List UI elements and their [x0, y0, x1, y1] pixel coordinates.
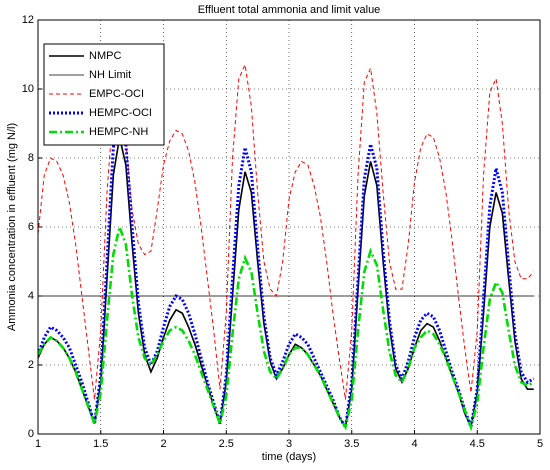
x-axis-label: time (days) — [262, 451, 316, 463]
legend-label: NH Limit — [89, 69, 131, 81]
y-tick-label: 6 — [28, 221, 34, 233]
y-tick-label: 10 — [22, 83, 34, 95]
y-tick-label: 2 — [28, 359, 34, 371]
legend-label: EMPC-OCI — [89, 88, 144, 100]
x-tick-label: 2.5 — [219, 438, 234, 450]
series-line — [38, 222, 535, 432]
x-tick-label: 4.5 — [470, 438, 485, 450]
chart-title: Effluent total ammonia and limit value — [198, 4, 381, 16]
y-axis-label: Ammonia concentration in effluent (mg N/… — [6, 123, 18, 331]
x-tick-label: 1.5 — [93, 438, 108, 450]
x-tick-label: 1 — [35, 438, 41, 450]
plot-frame — [37, 19, 541, 435]
legend-label: HEMPC-OCI — [89, 107, 152, 119]
y-tick-label: 4 — [28, 290, 34, 302]
x-tick-label: 3 — [286, 438, 292, 450]
y-tick-label: 8 — [28, 152, 34, 164]
y-tick-label: 0 — [28, 428, 34, 440]
x-tick-label: 4 — [411, 438, 417, 450]
legend-label: NMPC — [89, 50, 121, 62]
x-tick-label: 5 — [537, 438, 543, 450]
x-tick-label: 3.5 — [344, 438, 359, 450]
x-tick-label: 2 — [160, 438, 166, 450]
legend-label: HEMPC-NH — [89, 126, 148, 138]
y-tick-label: 12 — [22, 14, 34, 26]
